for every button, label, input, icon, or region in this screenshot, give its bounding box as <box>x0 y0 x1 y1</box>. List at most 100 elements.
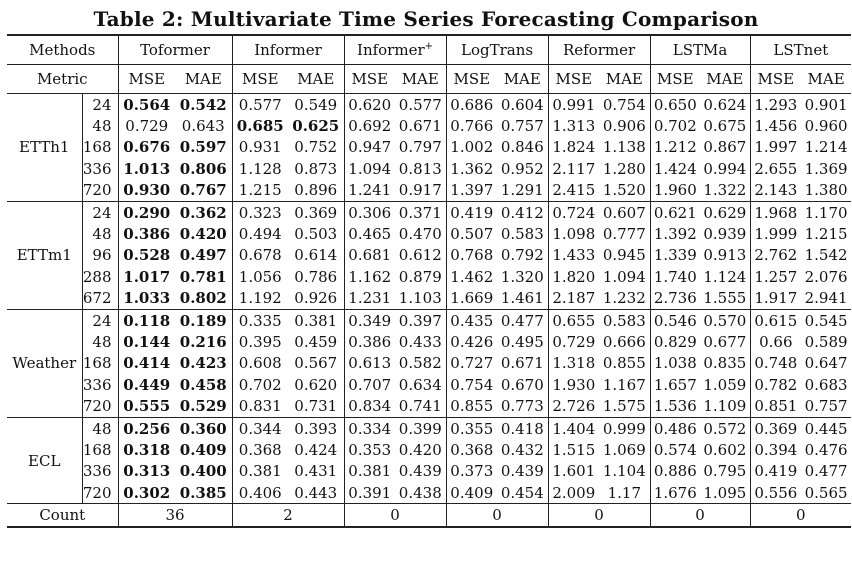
best-value: 0.290 <box>123 203 171 222</box>
mse-value: 1.212 <box>649 136 701 159</box>
mae-value: 0.813 <box>398 159 442 178</box>
mse-value: 1.056 <box>231 266 289 288</box>
mae-value: 0.454 <box>500 483 544 502</box>
mae-value: 0.767 <box>175 180 232 202</box>
mse-value: 1.231 <box>343 287 396 310</box>
mae-value: 0.572 <box>700 416 751 440</box>
mae-value: 0.671 <box>500 354 544 373</box>
mse-value: 0.947 <box>343 136 396 159</box>
metric-mse-header: MSE <box>547 64 600 94</box>
mse-value: 2.187 <box>547 287 600 310</box>
metric-mse-header: MSE <box>749 64 802 94</box>
table-row: ECL 48 0.256 0.360 0.344 0.393 0.334 0.399 0.355… <box>7 416 852 504</box>
model-header-informer-plus: Informer+ <box>343 34 447 65</box>
mae-value: 0.757 <box>804 397 848 416</box>
best-value: 0.420 <box>179 225 227 244</box>
mae-value: 0.620 <box>294 375 338 394</box>
mse-value: 2.415 <box>547 179 600 202</box>
mae-value: 1.094 <box>602 267 646 286</box>
mse-value: 1.162 <box>343 266 396 288</box>
best-value: 0.597 <box>179 138 227 157</box>
best-value: 0.386 <box>123 225 171 244</box>
mae-value: 0.583 <box>599 308 651 332</box>
mse-value: 2.762 <box>749 244 802 267</box>
mse-value: 0.369 <box>749 416 802 440</box>
mse-value: 1.392 <box>649 223 701 245</box>
mse-value: 1.456 <box>749 115 802 137</box>
mse-value: 1.968 <box>749 200 802 224</box>
mae-value: 0.409 <box>175 439 232 460</box>
model-header-logtrans: LogTrans <box>445 34 549 65</box>
mae-value: 1.542 <box>804 246 848 265</box>
mse-value: 1.094 <box>343 158 396 180</box>
mse-value: 0.574 <box>649 439 701 461</box>
mae-value: 0.423 <box>175 353 232 374</box>
mse-value: 0.886 <box>649 460 701 483</box>
best-value: 1.017 <box>123 267 171 286</box>
table-row: ETTm1 24 0.290 0.362 0.323 0.369 0.306 0.371 0.4… <box>7 200 852 310</box>
horizon-length: 288 <box>81 266 119 288</box>
mse-value: 1.241 <box>343 179 396 202</box>
mae-value: 0.476 <box>804 440 848 459</box>
mse-value: 0.386 <box>117 223 176 245</box>
table-row: 168 0.414 0.423 0.608 0.567 0.613 0.582 0.727 0.… <box>7 352 851 375</box>
mae-value: 0.431 <box>294 462 338 481</box>
mae-value: 1.059 <box>703 375 747 394</box>
table-row: 336 1.013 0.806 1.128 0.873 1.094 0.813 1.362 0.… <box>7 158 851 180</box>
mse-value: 1.669 <box>445 287 498 310</box>
mae-value: 0.360 <box>175 416 233 440</box>
best-value: 0.400 <box>179 462 227 481</box>
best-value: 0.528 <box>123 246 171 265</box>
count-value: 36 <box>117 503 233 528</box>
mae-value: 0.867 <box>703 138 747 157</box>
best-value: 0.767 <box>179 181 227 200</box>
best-value: 1.033 <box>123 289 171 308</box>
metric-header: Metric <box>7 64 119 94</box>
table-row: 96 0.528 0.497 0.678 0.614 0.681 0.612 0.768 0.7… <box>7 244 851 267</box>
mse-value: 1.740 <box>649 266 701 288</box>
mse-value: 1.536 <box>649 395 701 418</box>
mse-value: 1.676 <box>649 482 701 504</box>
table-row: 168 0.676 0.597 0.931 0.752 0.947 0.797 1.002 0.… <box>7 136 851 159</box>
mae-value: 0.625 <box>288 115 344 136</box>
mse-value: 0.334 <box>343 416 396 440</box>
mse-value: 0.754 <box>445 374 498 396</box>
mse-value: 1.404 <box>547 416 600 440</box>
best-value: 0.458 <box>179 375 227 394</box>
mae-value: 0.565 <box>804 483 848 502</box>
mae-value: 0.786 <box>294 267 338 286</box>
mae-value: 0.362 <box>175 200 233 224</box>
mae-value: 1.291 <box>500 181 544 200</box>
best-value: 0.189 <box>179 311 227 330</box>
mse-value: 1.657 <box>649 374 701 396</box>
table-row: ETTh1 24 0.564 0.542 0.577 0.549 0.620 0.577 0.6… <box>7 93 852 202</box>
mae-value: 0.926 <box>294 289 338 308</box>
mse-value: 1.013 <box>117 158 176 180</box>
horizon-length: 720 <box>81 179 119 202</box>
best-value: 0.144 <box>123 332 171 351</box>
mae-value: 0.677 <box>703 332 747 351</box>
mae-value: 0.952 <box>500 159 544 178</box>
mae-value: 1.167 <box>602 375 646 394</box>
metric-mae-header: MAE <box>700 64 751 94</box>
mae-value: 0.643 <box>181 117 225 136</box>
mae-value: 0.624 <box>700 93 751 116</box>
mae-value: 2.076 <box>804 267 848 286</box>
mse-value: 0.685 <box>231 115 289 137</box>
mae-value: 0.583 <box>500 225 544 244</box>
mae-value: 0.835 <box>703 354 747 373</box>
mae-value: 1.104 <box>602 462 646 481</box>
mse-value: 0.409 <box>445 482 498 504</box>
mse-value: 0.702 <box>649 115 701 137</box>
mae-value: 0.381 <box>288 308 345 332</box>
mse-value: 0.256 <box>117 416 176 440</box>
mae-value: 0.439 <box>500 462 544 481</box>
metric-mse-header: MSE <box>231 64 289 94</box>
model-header-toformer: Toformer <box>117 34 233 65</box>
mse-value: 2.143 <box>749 179 802 202</box>
mse-value: 0.344 <box>231 416 289 440</box>
mse-value: 1.917 <box>749 287 802 310</box>
best-value: 0.409 <box>179 440 227 459</box>
mae-value: 0.445 <box>801 416 852 440</box>
mse-value: 0.766 <box>445 115 498 137</box>
